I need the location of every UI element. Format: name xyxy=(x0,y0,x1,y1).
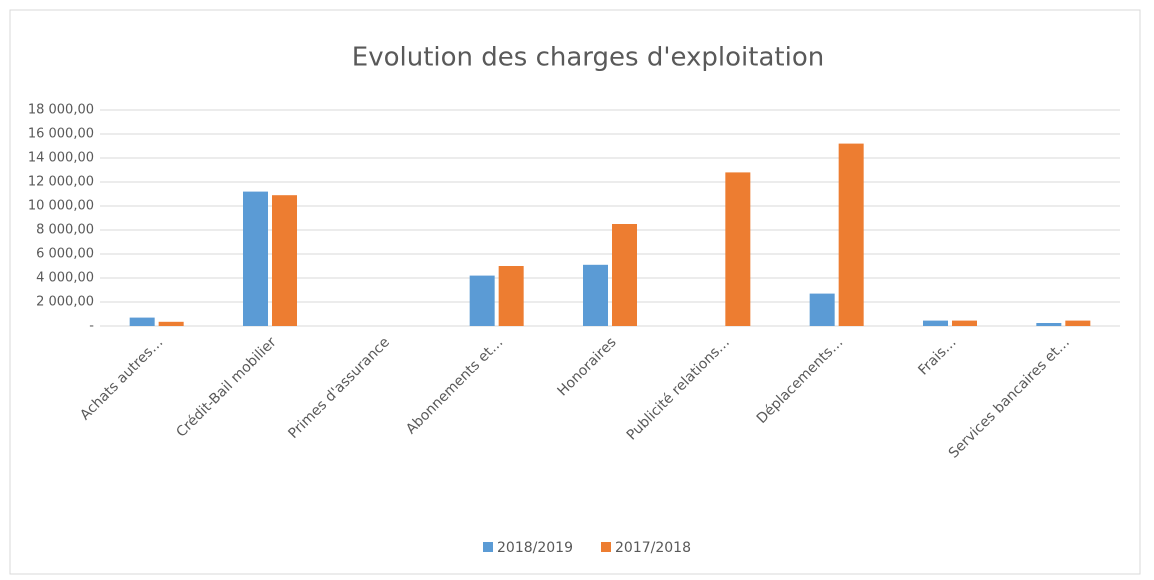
bar xyxy=(272,195,297,326)
bar xyxy=(583,264,608,326)
y-tick-label: - xyxy=(89,319,94,334)
y-tick-label: 16 000,00 xyxy=(28,127,94,142)
bar xyxy=(809,293,835,326)
bar xyxy=(498,266,524,326)
bar xyxy=(158,321,184,326)
bar xyxy=(1065,320,1091,326)
bar xyxy=(923,320,948,326)
y-tick-label: 6 000,00 xyxy=(36,247,94,262)
bar xyxy=(838,143,864,326)
y-tick-label: 4 000,00 xyxy=(36,271,94,286)
y-tick-label: 12 000,00 xyxy=(28,175,94,190)
y-tick-label: 2 000,00 xyxy=(36,295,94,310)
bar xyxy=(1036,323,1062,326)
chart-frame xyxy=(9,9,1141,575)
bar xyxy=(129,317,155,326)
y-tick-label: 10 000,00 xyxy=(28,199,94,214)
y-tick-label: 8 000,00 xyxy=(36,223,94,238)
y-tick-label: 14 000,00 xyxy=(28,151,94,166)
y-tick-label: 18 000,00 xyxy=(28,103,94,118)
legend-label: 2017/2018 xyxy=(615,540,691,556)
legend-swatch xyxy=(483,542,493,552)
bar xyxy=(952,320,977,326)
bar xyxy=(612,224,637,326)
bar xyxy=(725,172,751,326)
bar xyxy=(469,275,495,326)
legend-swatch xyxy=(601,542,611,552)
chart-title: Evolution des charges d'exploitation xyxy=(352,43,824,73)
bar xyxy=(243,191,268,326)
legend-label: 2018/2019 xyxy=(497,540,573,556)
